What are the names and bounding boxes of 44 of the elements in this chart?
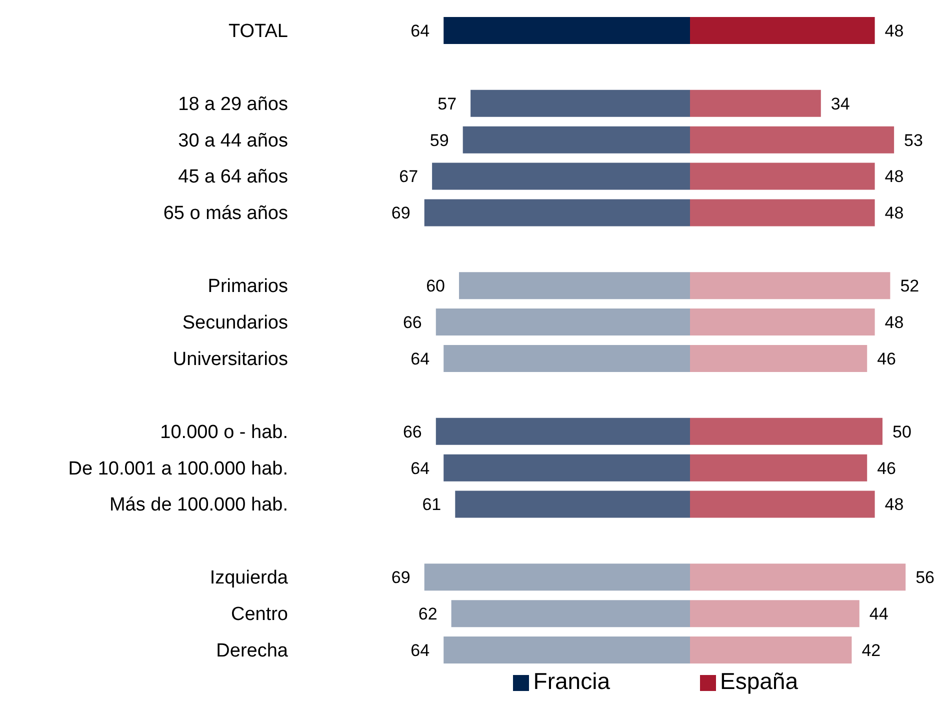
- y-tick-label: 45 a 64 años: [178, 166, 288, 188]
- y-tick-label: Universitarios: [172, 348, 288, 370]
- y-tick-label: TOTAL: [228, 20, 288, 42]
- legend-label: España: [720, 668, 798, 694]
- data-label: 69: [391, 204, 410, 223]
- y-tick-label: De 10.001 a 100.000 hab.: [68, 458, 288, 480]
- data-label: 46: [877, 349, 896, 368]
- data-label: 53: [904, 130, 923, 150]
- data-label: 64: [410, 21, 430, 40]
- data-label: 50: [892, 422, 912, 442]
- data-label: 64: [410, 641, 430, 660]
- data-label: 67: [399, 167, 418, 186]
- data-label: 48: [884, 167, 904, 186]
- data-label: 60: [426, 276, 445, 296]
- data-label: 66: [402, 422, 422, 442]
- data-label: 64: [410, 458, 430, 478]
- data-label: 56: [916, 568, 935, 588]
- data-label: 52: [900, 276, 920, 296]
- y-tick-label: Primarios: [208, 276, 288, 298]
- y-tick-label: Secundarios: [182, 312, 288, 334]
- data-label: 57: [438, 94, 457, 114]
- y-tick-label: Centro: [230, 604, 288, 626]
- data-label: 34: [830, 94, 850, 114]
- y-tick-label: 65 o más años: [163, 203, 288, 224]
- data-label: 48: [884, 495, 904, 514]
- data-label: 66: [402, 313, 422, 332]
- data-label: 48: [884, 204, 904, 223]
- legend-label: Francia: [533, 668, 610, 694]
- data-label: 48: [884, 313, 904, 332]
- data-label: 62: [418, 604, 438, 624]
- y-tick-label: 10.000 o - hab.: [160, 422, 288, 443]
- data-label: 69: [391, 568, 410, 588]
- y-tick-label: Más de 100.000 hab.: [109, 494, 288, 516]
- data-label: 46: [877, 458, 896, 478]
- y-tick-label: 30 a 44 años: [178, 130, 288, 152]
- y-tick-label: 18 a 29 años: [178, 94, 288, 115]
- data-label: 64: [410, 349, 430, 368]
- y-tick-label: Derecha: [216, 640, 288, 662]
- data-label: 44: [869, 604, 888, 624]
- y-tick-label: Izquierda: [210, 568, 288, 589]
- data-label: 42: [862, 641, 881, 660]
- data-label: 48: [884, 21, 904, 40]
- data-label: 61: [422, 495, 442, 514]
- data-label: 59: [430, 130, 449, 150]
